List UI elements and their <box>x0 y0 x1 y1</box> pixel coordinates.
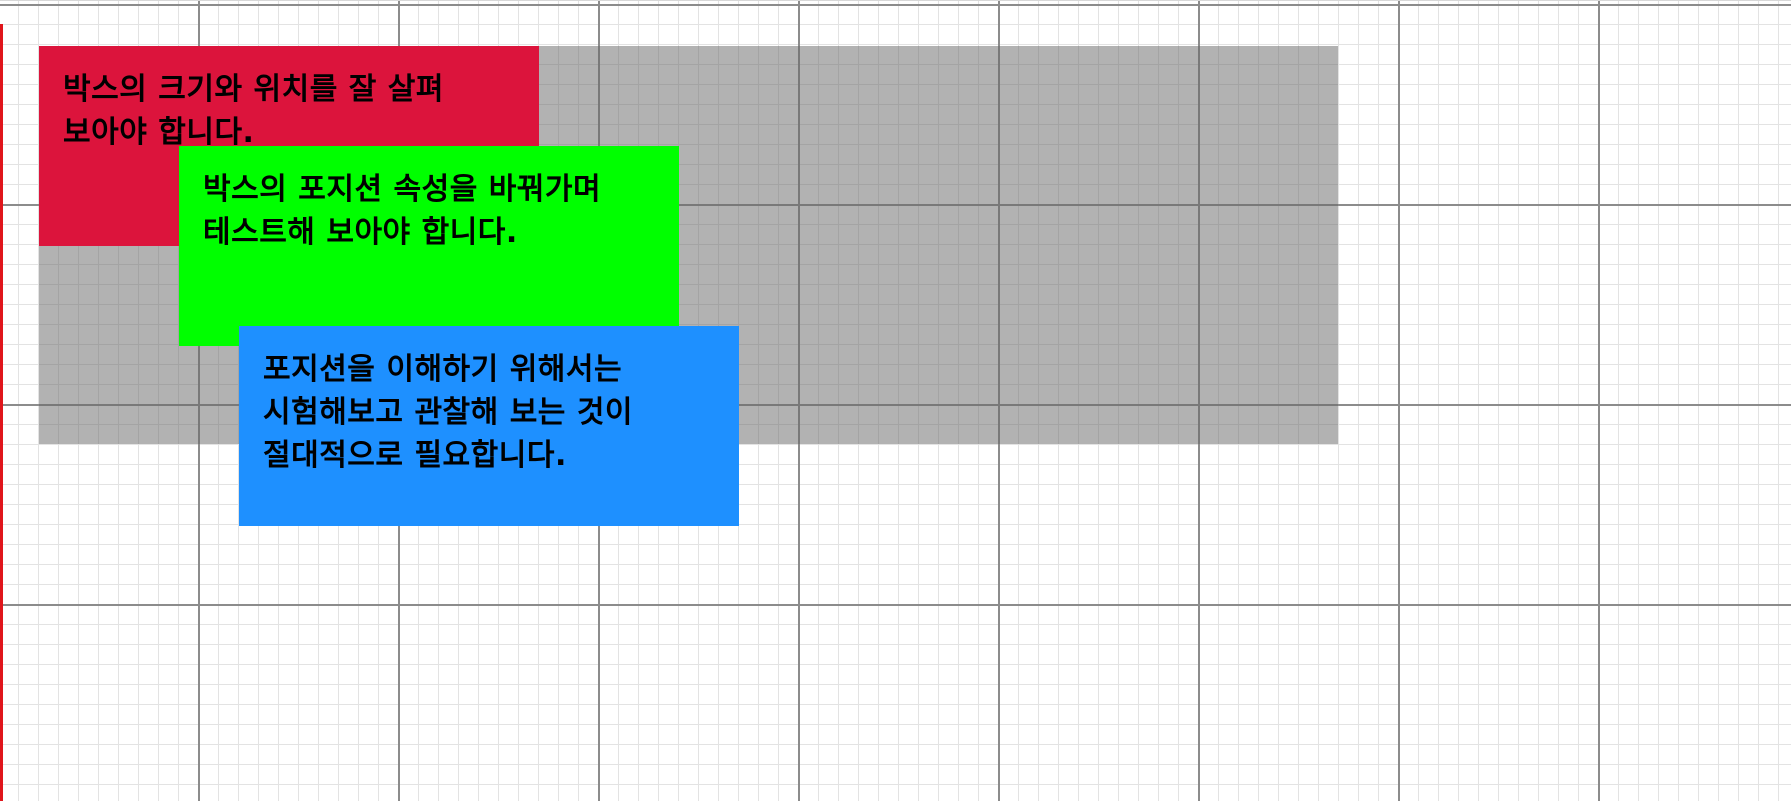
blue-box: 포지션을 이해하기 위해서는 시험해보고 관찰해 보는 것이 절대적으로 필요합… <box>239 326 739 526</box>
red-box-text: 박스의 크기와 위치를 잘 살펴 보아야 합니다. <box>63 72 444 150</box>
green-box-text: 박스의 포지션 속성을 바꿔가며 테스트해 보아야 합니다. <box>203 172 602 250</box>
blue-box-text: 포지션을 이해하기 위해서는 시험해보고 관찰해 보는 것이 절대적으로 필요합… <box>263 352 634 473</box>
left-red-rule <box>0 24 3 801</box>
green-box: 박스의 포지션 속성을 바꿔가며 테스트해 보아야 합니다. <box>179 146 679 346</box>
